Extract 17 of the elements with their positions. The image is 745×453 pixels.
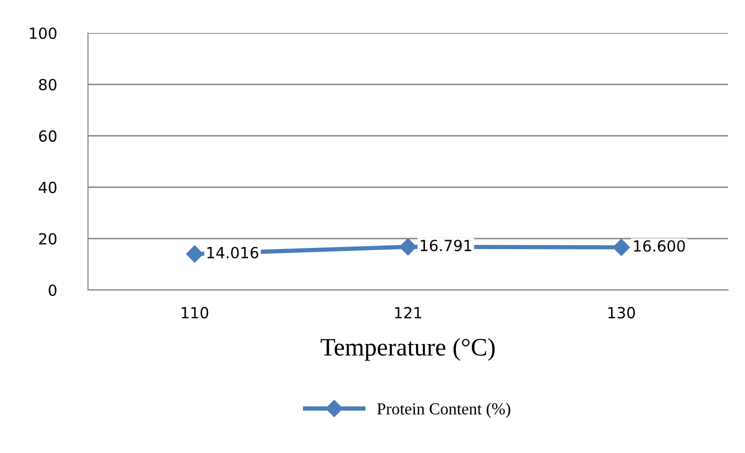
- legend-label: Protein Content (%): [377, 402, 510, 418]
- point: [186, 245, 204, 263]
- x-tick-label: 121: [395, 306, 422, 318]
- y-tick-label: 40: [38, 182, 56, 194]
- y-tick-label: 0: [48, 284, 56, 296]
- data-label: 14.016: [207, 246, 258, 258]
- y-tick-label: 20: [39, 233, 56, 245]
- data-label: 16.600: [634, 240, 685, 252]
- y-tick-label: 60: [39, 130, 56, 142]
- point: [612, 238, 630, 256]
- data-label: 16.791: [420, 240, 472, 252]
- y-tick-label: 80: [39, 78, 56, 90]
- x-tick-label: 110: [182, 306, 208, 318]
- y-tick-label: 100: [30, 27, 56, 40]
- x-axis-title: Temperature (°C): [320, 338, 495, 361]
- point: [399, 238, 417, 256]
- x-tick-label: 130: [608, 306, 635, 318]
